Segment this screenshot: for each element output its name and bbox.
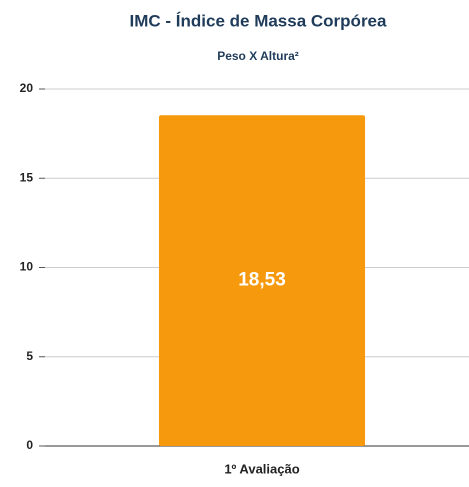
bar <box>158 115 366 446</box>
chart-title: IMC - Índice de Massa Corpórea <box>130 11 387 30</box>
y-tick-label: 20 <box>20 81 34 95</box>
chart-subtitle: Peso X Altura² <box>217 49 299 63</box>
y-tick-label: 0 <box>26 438 33 452</box>
y-tick-label: 10 <box>20 260 34 274</box>
y-tick-label: 15 <box>20 170 34 184</box>
x-tick-label: 1º Avaliação <box>224 461 299 476</box>
data-label: 18,53 <box>238 270 286 291</box>
y-tick-label: 5 <box>26 349 33 363</box>
